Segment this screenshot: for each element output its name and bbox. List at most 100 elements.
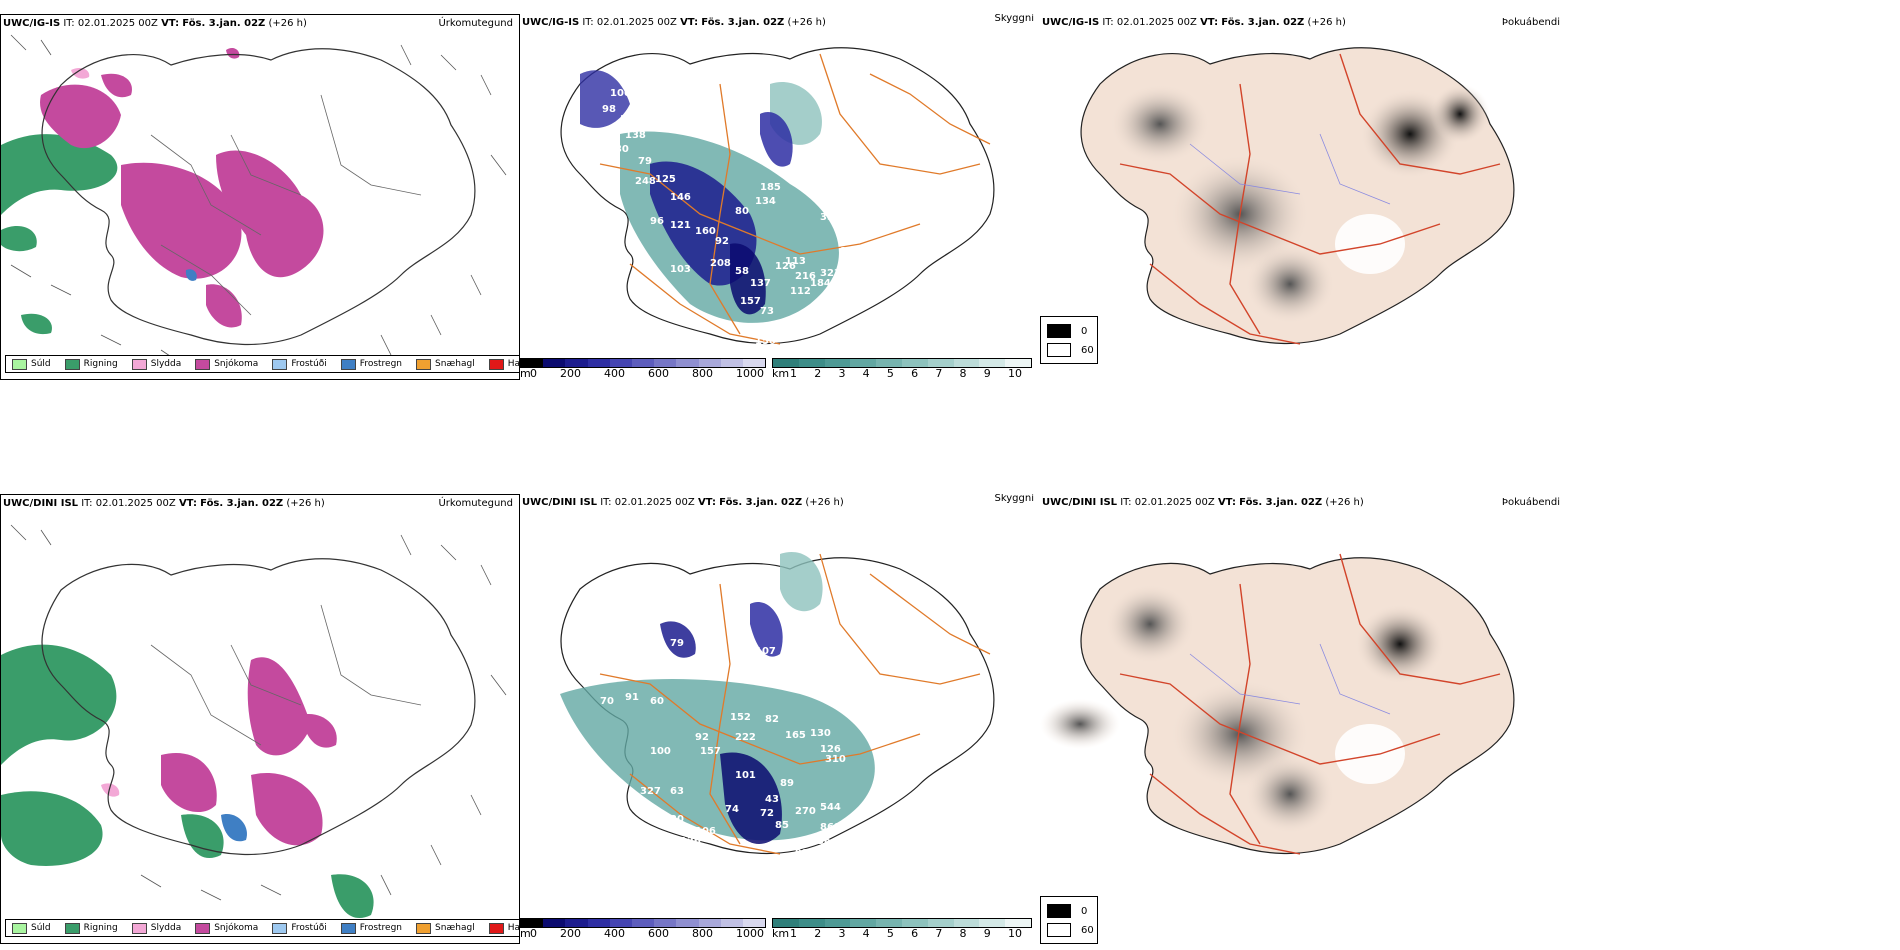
visibility-value-label: 82 [765,714,779,725]
tick-label: 6 [911,367,919,380]
iceland-precip-map [1,524,507,919]
fog-legend-label: 0 [1081,325,1088,337]
legend-item: Snæhagl [416,358,475,370]
iceland-fog-map [1040,553,1515,855]
colorbar-segment [631,919,655,927]
legend-label: Frostregn [359,923,403,933]
colorbar-segment [698,919,721,927]
legend-swatch [195,358,211,370]
vt-label: VT: [1200,17,1219,28]
visibility-value-label: 98 [602,104,616,115]
model-name: UWC/IG-IS [522,17,580,28]
visibility-value-label: 100 [650,746,671,757]
visibility-value-label: 146 [670,192,691,203]
legend-swatch [488,922,504,934]
panel-header: UWC/IG-IS IT: 02.01.2025 00Z VT: Fös. 3.… [522,17,826,28]
colorbar-segment [979,359,1006,367]
model-name: UWC/IG-IS [1042,17,1100,28]
precip-legend: Súld Rigning Slydda Snjókoma Frostúði Fr… [5,919,519,937]
visibility-map-igis: 115 11 106 98 31 138 130 116 79 180 248 125 146 96 121… [520,14,1040,380]
colorbar-segment [927,359,954,367]
it-value: 02.01.2025 00Z [596,17,677,28]
legend-swatch [416,922,432,934]
visibility-value-label: 53 [780,318,794,329]
it-value: 02.01.2025 00Z [95,498,176,509]
colorbar-segment [979,919,1006,927]
visibility-value-label: 508 [855,710,876,721]
colorbar-segment [798,359,825,367]
iceland-precip-map [1,34,507,361]
legend-item: Snjókoma [195,922,258,934]
iceland-visibility-map: 79 98 107 70 91 60 92 157 222 152 82 165 126 130 310 10… [560,552,995,887]
fog-legend: 0 60 [1040,896,1098,944]
visibility-value-label: 92 [715,236,729,247]
visibility-value-label: 11 [632,72,646,83]
tick-label: 8 [959,367,967,380]
legend-swatch [64,922,80,934]
legend-label: Snæhagl [435,923,475,933]
fog-legend-label: 60 [1081,344,1094,356]
colorbar-segment [901,919,928,927]
visibility-value-label: 63 [670,786,684,797]
colorbar-segment [850,359,877,367]
tick-label: 1 [790,367,797,380]
tick-label: 5 [886,927,894,940]
ceiling-bar [520,358,766,368]
legend-swatch [195,922,211,934]
lead-time: (+26 h) [805,497,844,508]
tick-label: 4 [862,367,870,380]
colorbar-segment [565,359,588,367]
ceiling-bar [520,918,766,928]
map-title: Úrkomutegund [438,498,513,509]
colorbar-segment [742,919,766,927]
lead-time: (+26 h) [268,18,307,29]
visibility-value-label: 60 [650,696,664,707]
colorbar-segment [543,919,566,927]
colorbar-segment [587,359,610,367]
it-value: 02.01.2025 00Z [614,497,695,508]
model-name: UWC/DINI ISL [3,498,79,509]
tick-label: 2 [814,927,822,940]
visibility-value-label: 49 [760,352,774,363]
colorbar-segment [631,359,655,367]
legend-item: Snjókoma [195,358,258,370]
colorbar-segment [521,359,544,367]
legend-label: Slydda [150,923,182,933]
visibility-value-label: 150 [755,336,776,347]
model-name: UWC/DINI ISL [1042,497,1118,508]
visibility-value-label: 856 [810,836,831,847]
visibility-value-label: 323 [820,268,841,279]
tick-label: 7 [935,927,943,940]
visibility-value-label: 43 [765,794,779,805]
colorbar-segment [824,919,851,927]
vt-value: Fös. 3.jan. 02Z [719,497,803,508]
tick-label: 2 [814,367,822,380]
visibility-value-label: 85 [775,820,789,831]
visibility-value-label: 318 [795,176,816,187]
tick-label: 4 [862,927,870,940]
visibility-value-label: 270 [795,806,816,817]
visibility-value-label: 305 [815,298,836,309]
legend-item: Súld [12,358,51,370]
it-value: 02.01.2025 00Z [1116,17,1197,28]
colorbar-segment [876,919,902,927]
visibility-value-label: 248 [635,176,656,187]
colorbar-segment [676,359,699,367]
precip-legend: Súld Rigning Slydda Snjókoma Frostúði Fr… [5,355,519,373]
tick-label: 0 [530,927,537,940]
tick-label: 800 [692,367,713,380]
visibility-bar [772,918,1032,928]
colorbar-segment [565,919,588,927]
colorbar-segment [850,919,877,927]
fog-legend-row: 60 [1047,343,1094,357]
visibility-value-label: 47 [785,874,799,885]
visibility-value-label: 121 [670,220,691,231]
visibility-value-label: 47 [860,214,874,225]
vt-label: VT: [680,17,699,28]
legend-swatch [131,358,147,370]
visibility-unit: km [772,927,790,940]
tick-label: 6 [911,927,919,940]
ceiling-unit: m [520,927,531,940]
legend-item: Snæhagl [416,922,475,934]
colorbar-segment [953,359,980,367]
